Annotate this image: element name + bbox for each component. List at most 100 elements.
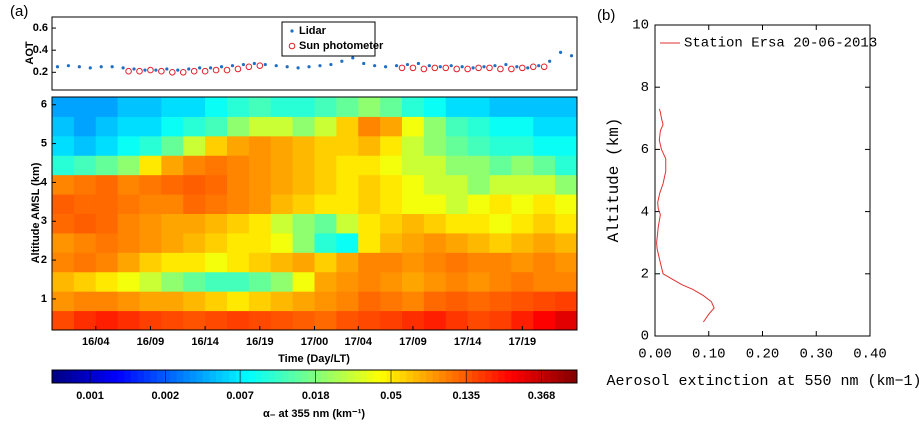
heatmap-cell xyxy=(161,310,184,331)
heatmap-cell xyxy=(402,97,425,117)
point xyxy=(121,66,125,70)
heatmap-cell xyxy=(467,155,490,176)
colorbar-segment xyxy=(353,370,361,383)
heatmap-cell xyxy=(467,213,490,234)
point xyxy=(508,65,515,73)
heatmap-cell xyxy=(183,213,206,234)
heatmap-cell xyxy=(445,310,469,331)
point xyxy=(169,69,176,76)
heatmap-cell xyxy=(380,310,403,331)
heatmap-cell xyxy=(555,135,578,156)
point xyxy=(132,67,136,71)
x-tick-label: 16/19 xyxy=(246,336,274,348)
heatmap-cell xyxy=(139,116,162,137)
heatmap-cell xyxy=(358,116,381,137)
heatmap-cell xyxy=(555,174,578,195)
y-tick-label: 2 xyxy=(41,254,47,266)
heatmap-cell xyxy=(205,291,228,312)
heatmap-cell xyxy=(227,213,250,234)
colorbar-segment xyxy=(248,370,256,383)
heatmap-cell xyxy=(52,135,75,156)
colorbar-segment xyxy=(235,370,243,383)
point xyxy=(77,65,81,69)
point xyxy=(373,64,377,68)
heatmap-cell xyxy=(489,194,512,214)
heatmap-cell xyxy=(161,174,184,195)
colorbar-segment xyxy=(321,370,329,383)
heatmap-cell xyxy=(445,174,469,195)
heatmap-cell xyxy=(73,232,97,253)
heatmap-cell xyxy=(380,213,403,234)
panel-label: (a) xyxy=(10,3,28,20)
heatmap-cell xyxy=(467,97,490,117)
heatmap-cell xyxy=(555,97,578,117)
heatmap-cell xyxy=(423,194,447,214)
heatmap-cell xyxy=(380,116,403,137)
point xyxy=(245,63,253,71)
colorbar-frame xyxy=(51,369,578,384)
heatmap-cell xyxy=(73,135,97,156)
heatmap-cell xyxy=(445,116,469,137)
heatmap-cell xyxy=(205,135,228,156)
heatmap-cell xyxy=(161,116,184,137)
heatmap-cell xyxy=(467,135,490,156)
heatmap-cell xyxy=(292,271,315,292)
colorbar-segment xyxy=(557,370,565,383)
heatmap-cell xyxy=(292,310,315,331)
heatmap-cell xyxy=(533,174,556,195)
y-tick-label: 8 xyxy=(641,80,649,96)
heatmap-cell xyxy=(402,291,425,312)
point xyxy=(519,64,526,72)
colorbar-segment xyxy=(399,370,407,383)
heatmap-cell xyxy=(445,291,469,312)
point xyxy=(318,64,322,68)
x-tick-label: 0.20 xyxy=(746,347,780,363)
point xyxy=(158,67,165,75)
heatmap-cell xyxy=(205,232,228,253)
point xyxy=(285,65,289,69)
heatmap-cell xyxy=(358,291,381,312)
x-tick-label: 0.10 xyxy=(692,347,726,363)
heatmap-cell xyxy=(533,252,556,273)
y-tick-label: 0 xyxy=(641,329,649,345)
heatmap-cell xyxy=(95,252,119,273)
point xyxy=(187,67,191,71)
heatmap-cell xyxy=(227,116,250,137)
heatmap-cell xyxy=(117,310,140,331)
heatmap-cell xyxy=(73,194,97,214)
point xyxy=(136,67,143,75)
colorbar-segment xyxy=(268,370,276,383)
heatmap-cell xyxy=(467,271,490,292)
heatmap-cell xyxy=(73,310,97,331)
heatmap-cell xyxy=(205,116,228,137)
y-axis-label: Altitude AMSL (km) xyxy=(30,162,42,263)
colorbar-segment xyxy=(452,370,460,383)
heatmap-cell xyxy=(270,116,294,137)
colorbar-segment xyxy=(412,370,420,383)
heatmap-cell xyxy=(423,174,447,195)
colorbar-segment xyxy=(229,370,237,383)
point xyxy=(449,64,453,68)
heatmap-cell xyxy=(227,194,250,214)
heatmap-cell xyxy=(161,213,184,234)
heatmap-cell xyxy=(402,194,425,214)
heatmap-cell xyxy=(95,213,119,234)
point xyxy=(234,65,242,73)
point xyxy=(394,64,399,68)
heatmap-cell xyxy=(533,232,556,253)
colorbar-segment xyxy=(511,370,519,383)
heatmap-cell xyxy=(423,135,447,156)
x-tick-label: 17/14 xyxy=(454,336,482,348)
heatmap-cell xyxy=(52,291,75,312)
heatmap-cell xyxy=(467,174,490,195)
heatmap-cell xyxy=(117,135,140,156)
heatmap-cell xyxy=(270,310,294,331)
x-tick-label: 16/04 xyxy=(82,336,110,348)
heatmap-cell xyxy=(358,232,381,253)
heatmap-cell xyxy=(52,271,75,292)
heatmap-cell xyxy=(555,155,578,176)
heatmap-cell xyxy=(445,155,469,176)
heatmap-cell xyxy=(52,194,75,214)
point xyxy=(307,65,311,69)
heatmap-cell xyxy=(533,291,556,312)
